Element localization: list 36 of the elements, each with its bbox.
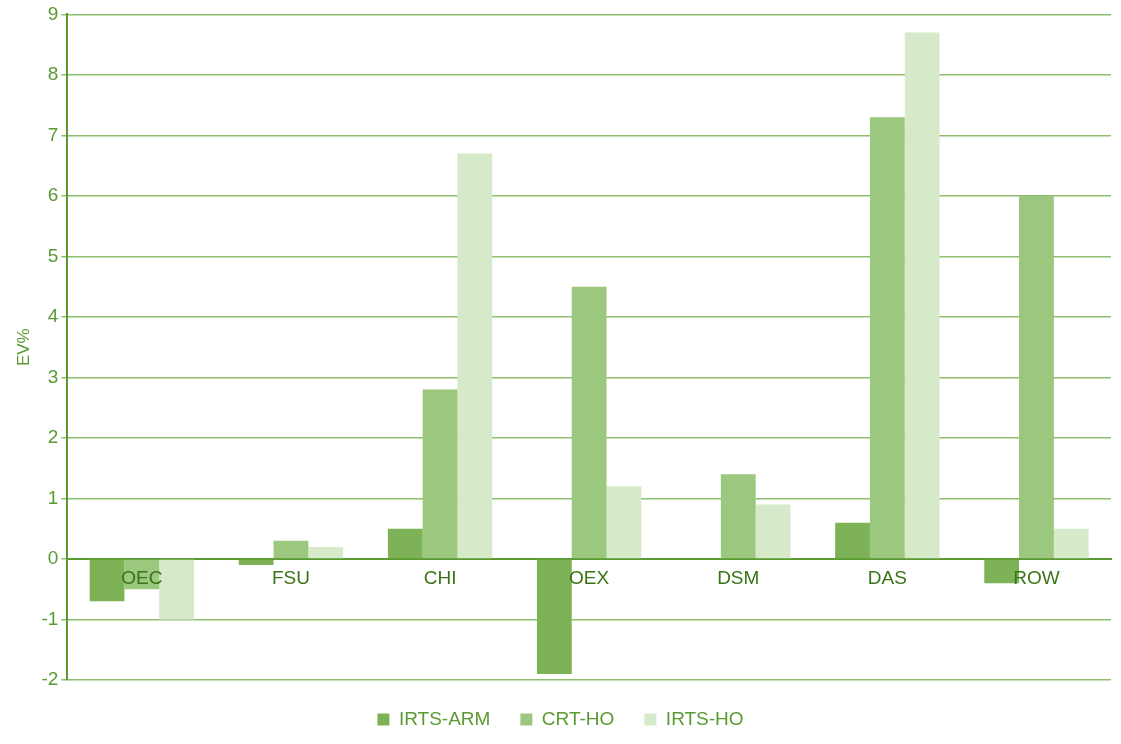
y-tick-label: 1 xyxy=(47,486,59,508)
y-tick-label: 9 xyxy=(47,2,59,24)
bar xyxy=(536,559,572,674)
y-tick-label: 8 xyxy=(47,63,59,85)
bar xyxy=(571,286,607,559)
bar xyxy=(869,117,905,559)
bar xyxy=(755,504,791,559)
x-tick-label: FSU xyxy=(271,566,310,588)
bar xyxy=(308,546,344,559)
bar xyxy=(1019,195,1054,559)
bar xyxy=(238,559,274,566)
y-tick-label: 5 xyxy=(47,244,59,266)
bar xyxy=(387,528,423,559)
y-tick-label: 3 xyxy=(47,365,59,387)
y-tick-label: 2 xyxy=(47,426,59,448)
y-tick-label: -1 xyxy=(41,607,59,629)
bar xyxy=(606,486,642,559)
bar xyxy=(273,540,309,559)
y-tick-label: 4 xyxy=(47,305,59,327)
x-tick-label: DSM xyxy=(717,566,760,588)
x-tick-label: CHI xyxy=(423,566,457,588)
legend-label: CRT-HO xyxy=(541,707,615,729)
bar xyxy=(904,32,940,559)
bar xyxy=(835,522,870,559)
y-tick-label: -2 xyxy=(41,668,59,690)
y-tick-label: 0 xyxy=(47,547,59,569)
bar xyxy=(720,474,756,559)
legend-label: IRTS-HO xyxy=(665,707,744,729)
x-tick-label: DAS xyxy=(867,566,907,588)
bar xyxy=(457,153,493,559)
bar xyxy=(1053,528,1089,559)
bar xyxy=(422,389,458,559)
y-axis-title: EV% xyxy=(13,328,33,367)
y-tick-label: 7 xyxy=(47,123,59,145)
legend-label: IRTS-ARM xyxy=(398,707,491,729)
y-tick-label: 6 xyxy=(47,184,59,206)
